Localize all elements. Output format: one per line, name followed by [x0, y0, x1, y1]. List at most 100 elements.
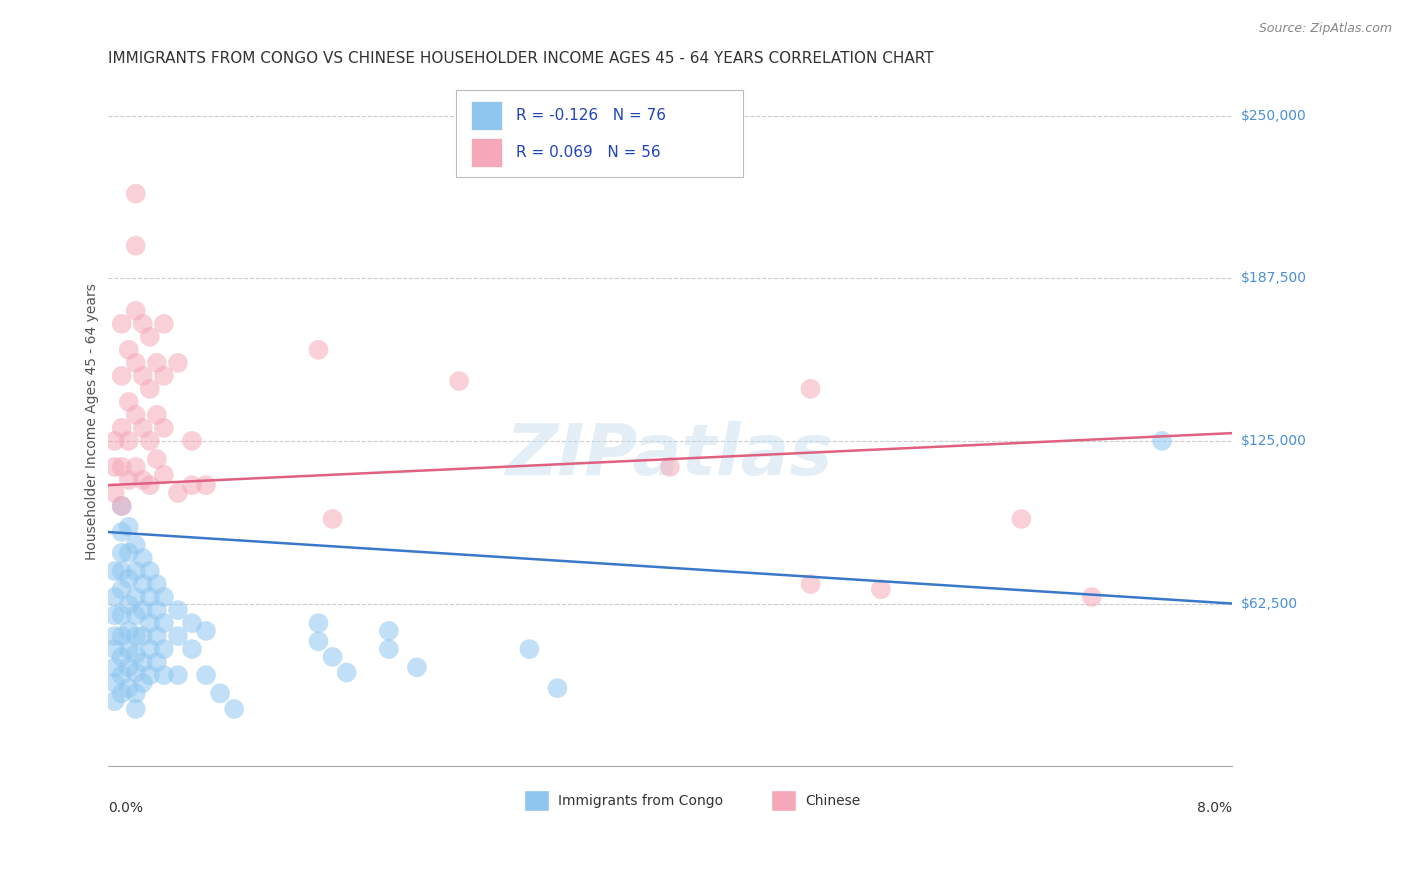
Point — [167, 603, 190, 617]
Point — [519, 642, 541, 657]
Point — [153, 616, 176, 631]
Point — [1010, 512, 1032, 526]
Text: ZIPatlas: ZIPatlas — [506, 421, 834, 491]
Point — [146, 629, 169, 643]
Bar — [471, 102, 502, 130]
Point — [111, 608, 134, 623]
Point — [181, 478, 204, 492]
Text: $187,500: $187,500 — [1240, 271, 1306, 285]
Point — [125, 648, 148, 662]
Point — [111, 317, 134, 331]
Point — [125, 665, 148, 680]
Point — [118, 660, 141, 674]
Text: 0.0%: 0.0% — [108, 801, 142, 814]
Point — [104, 694, 127, 708]
Point — [125, 238, 148, 252]
Y-axis label: Householder Income Ages 45 - 64 years: Householder Income Ages 45 - 64 years — [86, 283, 100, 560]
Point — [167, 668, 190, 682]
Point — [139, 590, 162, 604]
Point — [111, 421, 134, 435]
Point — [146, 408, 169, 422]
Point — [153, 317, 176, 331]
Point — [111, 564, 134, 578]
Text: Chinese: Chinese — [804, 794, 860, 807]
Point — [167, 486, 190, 500]
Point — [104, 590, 127, 604]
Text: Source: ZipAtlas.com: Source: ZipAtlas.com — [1258, 22, 1392, 36]
Point — [153, 642, 176, 657]
Point — [167, 356, 190, 370]
Point — [322, 649, 344, 664]
Point — [118, 434, 141, 448]
Point — [118, 546, 141, 560]
Point — [406, 660, 429, 674]
Point — [118, 520, 141, 534]
Point — [104, 642, 127, 657]
Point — [139, 642, 162, 657]
Point — [547, 681, 569, 695]
Point — [118, 681, 141, 695]
Point — [125, 459, 148, 474]
Point — [132, 629, 155, 643]
Point — [181, 616, 204, 631]
Point — [104, 660, 127, 674]
Point — [449, 374, 471, 388]
Bar — [471, 138, 502, 167]
Point — [125, 629, 148, 643]
Point — [139, 616, 162, 631]
Point — [111, 668, 134, 682]
Point — [146, 603, 169, 617]
Point — [118, 572, 141, 586]
Point — [139, 564, 162, 578]
Point — [659, 459, 682, 474]
Point — [224, 702, 246, 716]
Text: 8.0%: 8.0% — [1197, 801, 1232, 814]
Point — [153, 421, 176, 435]
Point — [146, 452, 169, 467]
Point — [111, 686, 134, 700]
Point — [195, 478, 218, 492]
Point — [308, 634, 330, 648]
Point — [118, 395, 141, 409]
Point — [125, 564, 148, 578]
Point — [146, 356, 169, 370]
Point — [104, 459, 127, 474]
Point — [132, 676, 155, 690]
Point — [132, 473, 155, 487]
Point — [139, 478, 162, 492]
Point — [132, 317, 155, 331]
Point — [181, 642, 204, 657]
Text: IMMIGRANTS FROM CONGO VS CHINESE HOUSEHOLDER INCOME AGES 45 - 64 YEARS CORRELATI: IMMIGRANTS FROM CONGO VS CHINESE HOUSEHO… — [108, 51, 934, 66]
FancyBboxPatch shape — [457, 90, 744, 177]
Point — [104, 629, 127, 643]
Point — [209, 686, 232, 700]
Point — [167, 629, 190, 643]
Point — [132, 577, 155, 591]
Point — [104, 608, 127, 623]
Point — [799, 577, 821, 591]
Point — [118, 624, 141, 638]
Point — [104, 434, 127, 448]
Point — [146, 655, 169, 669]
Point — [322, 512, 344, 526]
Text: $125,000: $125,000 — [1240, 434, 1306, 448]
Point — [118, 473, 141, 487]
Point — [125, 408, 148, 422]
Point — [139, 668, 162, 682]
Point — [153, 668, 176, 682]
Point — [125, 538, 148, 552]
Text: R = -0.126   N = 76: R = -0.126 N = 76 — [516, 109, 666, 123]
Point — [125, 303, 148, 318]
Point — [111, 649, 134, 664]
Text: $62,500: $62,500 — [1240, 597, 1298, 610]
Point — [132, 655, 155, 669]
Point — [132, 368, 155, 383]
Point — [869, 582, 891, 597]
Point — [139, 382, 162, 396]
Point — [111, 629, 134, 643]
Point — [153, 368, 176, 383]
Point — [125, 608, 148, 623]
Point — [195, 668, 218, 682]
Point — [1080, 590, 1102, 604]
Point — [111, 546, 134, 560]
